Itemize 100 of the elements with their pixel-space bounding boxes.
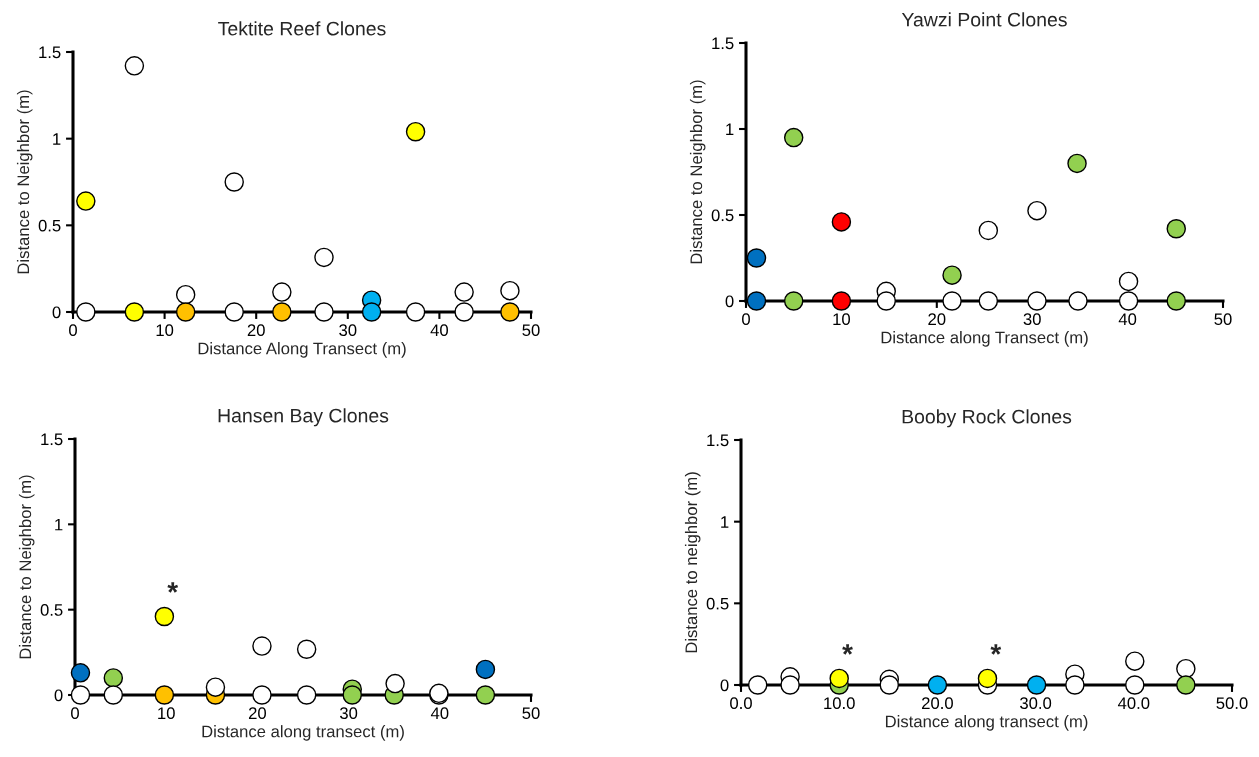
point [1027,291,1047,311]
point [314,302,334,322]
point [103,685,124,705]
y-tick-label: 0.5 [38,219,61,232]
point [1026,675,1047,695]
x-tick-label: 10.0 [824,697,855,710]
y-tick-label: 1 [726,123,734,136]
point [831,291,852,311]
point [783,291,804,311]
y-tick-label: 0 [54,689,63,702]
point [783,127,804,148]
chart-title: Booby Rock Clones [902,409,1072,428]
x-tick-label: 10 [833,313,851,326]
point [1166,219,1187,239]
point [154,606,175,627]
x-tick-label: 30 [1023,313,1041,326]
point [103,668,124,688]
x-tick-label: 10 [158,707,175,720]
x-axis-title: Distance along transect (m) [202,725,404,741]
point [1118,271,1139,292]
point [747,675,768,695]
point [272,302,292,322]
point [879,675,900,695]
point [252,685,272,705]
y-axis-title: Distance to Neighbor (m) [16,90,33,274]
point [977,668,998,689]
x-axis-title: Distance Along Transect (m) [198,342,406,358]
point [224,172,244,192]
point [454,302,474,322]
point [978,291,999,311]
x-tick-label: 40.0 [1117,697,1150,710]
x-tick-label: 0 [71,707,79,720]
x-tick-label: 30 [339,324,357,337]
x-tick-label: 0 [742,313,750,326]
y-axis-title: Distance to Neighbor (m) [689,80,706,264]
x-tick-label: 50 [522,324,540,337]
point [1125,675,1145,695]
y-tick-label: 0 [720,679,729,692]
y-tick-label: 0.5 [711,209,734,222]
annotation: * [842,644,853,655]
point [224,302,244,322]
point [876,291,896,311]
point [1166,291,1187,311]
point [475,659,496,680]
y-tick-label: 1.5 [712,37,734,50]
y-axis-title: Distance to Neighbor (m) [18,475,35,659]
point [70,663,91,683]
annotation: * [167,582,179,593]
point [70,685,91,705]
x-tick-label: 0 [69,324,77,337]
x-tick-label: 50 [1214,313,1232,326]
point [1118,291,1139,311]
point [454,282,474,302]
point [927,675,948,695]
x-tick-label: 30.0 [1020,697,1052,710]
point [746,248,767,268]
chart-title: Hansen Bay Clones [218,408,389,427]
x-tick-label: 50.0 [1216,697,1248,710]
point [76,191,96,211]
point [1176,675,1196,695]
y-tick-label: 1 [721,516,729,528]
x-tick-label: 20.0 [922,697,953,710]
y-tick-label: 1.5 [39,46,61,59]
x-tick-label: 40 [430,707,449,720]
x-tick-label: 40 [430,324,449,337]
x-tick-label: 50 [522,707,540,720]
point [746,291,767,311]
point [296,685,317,705]
point [405,121,426,142]
y-tick-label: 0.5 [706,597,729,610]
chart-title: Tektite Reef Clones [218,21,386,36]
x-tick-label: 0.0 [730,697,752,710]
annotation: * [990,644,1002,655]
y-tick-label: 1.5 [41,433,63,446]
y-tick-label: 0.5 [40,604,63,616]
y-tick-label: 1 [53,133,61,145]
point [154,685,175,705]
point [1067,153,1087,174]
point [500,302,520,322]
point [942,265,962,285]
point [942,291,962,311]
chart-title: Yawzi Point Clones [901,12,1067,27]
point [205,677,226,697]
x-tick-label: 20 [248,707,267,720]
y-axis-title: Distance to neighbor (m) [684,472,701,653]
y-tick-label: 1.5 [707,434,729,447]
point [385,673,405,694]
point [361,302,382,322]
x-tick-label: 20 [928,313,946,326]
point [1065,675,1085,695]
point [475,685,496,705]
x-axis-title: Distance along transect (m) [885,715,1088,731]
x-tick-label: 20 [247,324,265,337]
y-tick-label: 1 [55,518,63,531]
y-tick-label: 0 [725,295,734,308]
point [780,675,800,695]
x-tick-label: 10 [156,324,174,337]
point [124,302,145,322]
point [296,639,317,660]
x-axis-title: Distance along Transect (m) [881,331,1088,347]
